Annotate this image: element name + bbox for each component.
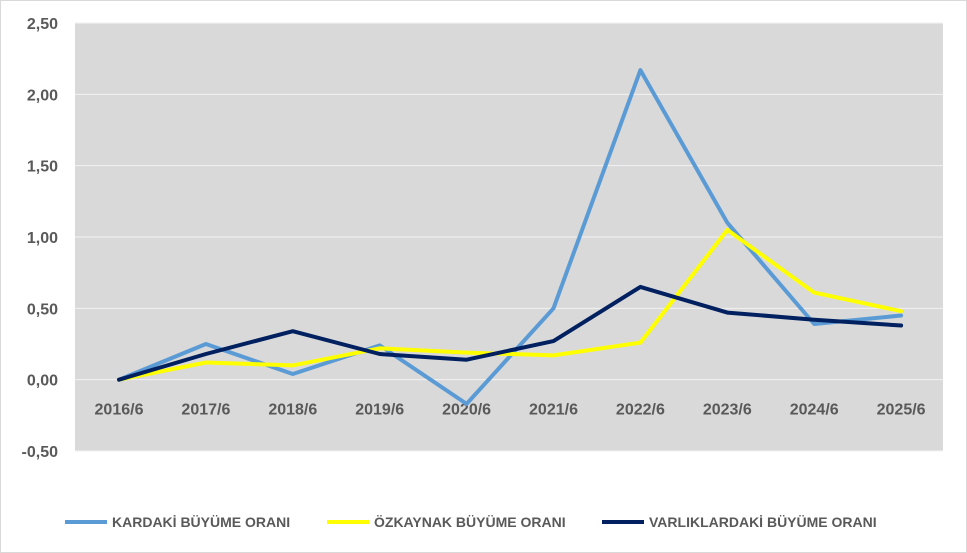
- x-tick-label: 2025/6: [877, 402, 926, 419]
- series-lines: [117, 68, 904, 406]
- y-tick-label: -0,50: [22, 444, 59, 461]
- x-tick-label: 2019/6: [355, 402, 404, 419]
- x-tick-label: 2017/6: [181, 402, 230, 419]
- y-tick-label: 2,00: [27, 87, 58, 104]
- x-tick-label: 2024/6: [790, 402, 839, 419]
- y-tick-label: 0,50: [27, 301, 58, 318]
- y-tick-label: 2,50: [27, 16, 58, 33]
- x-tick-label: 2021/6: [529, 402, 578, 419]
- legend: KARDAKİ BÜYÜME ORANI ÖZKAYNAK BÜYÜME ORAN…: [65, 514, 877, 530]
- gridlines: [75, 22, 943, 452]
- x-tick-label: 2023/6: [703, 402, 752, 419]
- x-tick-label: 2018/6: [268, 402, 317, 419]
- legend-label-2: ÖZKAYNAK BÜYÜME ORANI: [374, 514, 566, 530]
- legend-label-3: VARLIKLARDAKİ BÜYÜME ORANI: [649, 514, 877, 530]
- legend-label-1: KARDAKİ BÜYÜME ORANI: [112, 514, 290, 530]
- x-tick-label: 2022/6: [616, 402, 665, 419]
- series-line-2: [117, 227, 904, 382]
- x-tick-label: 2016/6: [95, 402, 144, 419]
- y-tick-label: 1,00: [27, 230, 58, 247]
- y-tick-label: 0,00: [27, 373, 58, 390]
- x-axis-tick-labels: 2016/6 2017/6 2018/6 2019/6 2020/6 2021/6 2022…: [95, 402, 926, 419]
- series-line-1: [117, 68, 904, 406]
- x-tick-label: 2020/6: [442, 402, 491, 419]
- y-axis-tick-labels: 2,50 2,00 1,50 1,00 0,50 0,00 -0,50: [22, 16, 59, 461]
- series-line-3: [117, 284, 904, 382]
- y-tick-label: 1,50: [27, 159, 58, 176]
